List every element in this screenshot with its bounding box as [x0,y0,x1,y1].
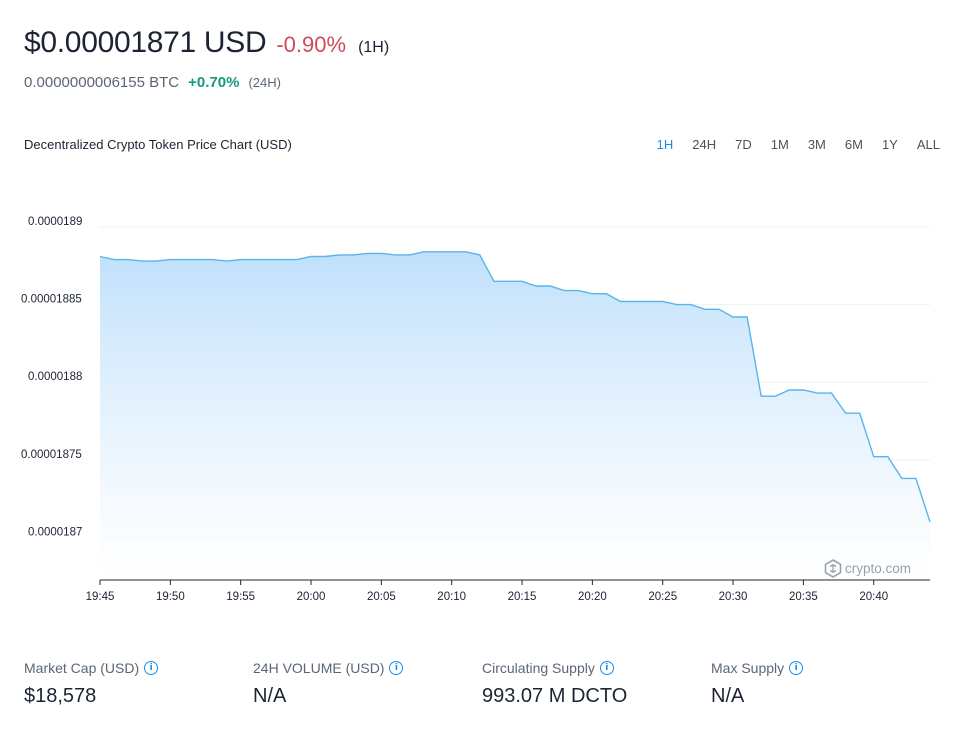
watermark-text: crypto.com [845,561,911,576]
price-change-period: (1H) [358,39,390,56]
range-1m-button[interactable]: 1M [770,137,789,152]
price-area-fill [100,251,930,581]
stats-bar: Market Cap (USD) i $18,578 24H VOLUME (U… [24,660,940,708]
price-chart[interactable]: 0.0000189 0.00001885 0.0000188 0.00001875 0.… [0,175,964,615]
range-7d-button[interactable]: 7D [735,137,752,152]
x-tick-label: 20:20 [578,591,607,603]
y-tick-label: 0.0000189 [28,216,82,228]
y-tick-label: 0.00001885 [21,294,82,306]
circulating-supply-value: 993.07 M DCTO [482,685,628,707]
max-supply-label: Max Supply [711,660,785,676]
btc-change-period: (24H) [248,75,281,90]
price-line [99,251,931,523]
x-tick-label: 19:50 [156,591,185,603]
info-icon[interactable]: i [144,661,159,675]
stat-market-cap: Market Cap (USD) i $18,578 [24,660,253,708]
range-1y-button[interactable]: 1Y [881,137,898,152]
volume-value: N/A [253,685,287,707]
x-tick-label: 20:30 [719,591,748,603]
volume-label: 24H VOLUME (USD) [253,660,385,676]
price-change-percent: -0.90% [276,32,347,57]
x-tick-label: 20:10 [437,591,466,603]
info-icon[interactable]: i [389,661,404,675]
range-1h-button[interactable]: 1H [656,137,674,152]
x-tick-label: 20:00 [297,591,326,603]
range-3m-button[interactable]: 3M [807,137,826,152]
info-icon[interactable]: i [789,661,804,675]
y-tick-label: 0.0000187 [28,526,82,538]
x-tick-label: 19:45 [86,591,115,603]
time-range-selector: 1H 24H 7D 1M 3M 6M 1Y ALL [638,137,940,152]
y-tick-label: 0.0000188 [28,371,82,383]
btc-change-percent: +0.70% [188,74,240,91]
stat-24h-volume: 24H VOLUME (USD) i N/A [253,660,482,708]
max-supply-value: N/A [711,685,745,707]
price-header: $0.00001871 USD -0.90% (1H) [24,26,389,60]
range-all-button[interactable]: ALL [916,137,940,152]
x-tick-label: 20:40 [859,591,888,603]
circulating-supply-label: Circulating Supply [482,660,595,676]
stat-label: Circulating Supply i [482,660,711,676]
usd-price: $0.00001871 USD [24,26,267,59]
btc-price: 0.0000000006155 BTC [24,74,180,91]
stat-label: 24H VOLUME (USD) i [253,660,482,676]
stat-label: Max Supply i [711,660,940,676]
chart-title: Decentralized Crypto Token Price Chart (… [24,137,292,152]
crypto-com-watermark: crypto.com [824,559,911,578]
stat-max-supply: Max Supply i N/A [711,660,940,708]
x-tick-label: 20:35 [789,591,818,603]
market-cap-value: $18,578 [24,685,97,707]
x-tick-label: 20:05 [367,591,396,603]
y-tick-label: 0.00001875 [21,449,82,461]
range-24h-button[interactable]: 24H [692,137,717,152]
stat-circulating-supply: Circulating Supply i 993.07 M DCTO [482,660,711,708]
market-cap-label: Market Cap (USD) [24,660,140,676]
info-icon[interactable]: i [599,661,614,675]
btc-price-row: 0.0000000006155 BTC +0.70% (24H) [24,74,281,91]
x-tick-label: 20:25 [648,591,677,603]
x-tick-label: 19:55 [226,591,255,603]
range-6m-button[interactable]: 6M [844,137,863,152]
stat-label: Market Cap (USD) i [24,660,253,676]
crypto-com-logo-icon [824,559,842,578]
x-tick-label: 20:15 [508,591,537,603]
